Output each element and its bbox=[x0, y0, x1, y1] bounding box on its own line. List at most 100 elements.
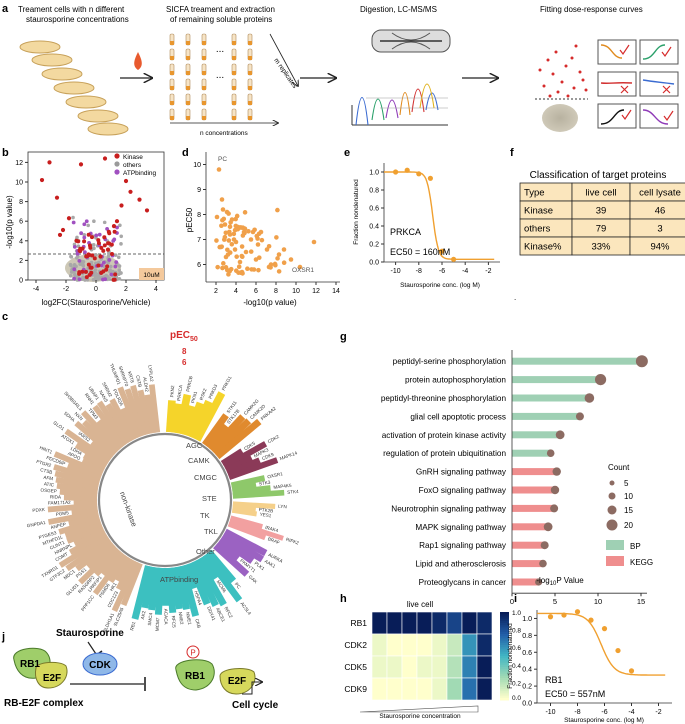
circ-label: PTGES3 bbox=[38, 530, 57, 540]
volcano-point-atp bbox=[82, 222, 87, 227]
volcano-point-kinase bbox=[112, 229, 117, 234]
circ-label: BRAF bbox=[267, 536, 280, 545]
circ-label: APOO bbox=[67, 451, 82, 461]
volcano-point-other bbox=[108, 264, 113, 269]
enrichment-xtick: 5 bbox=[553, 597, 557, 606]
circ-label: SNRNP70 bbox=[118, 365, 130, 387]
circ-bar bbox=[148, 384, 161, 433]
volcano-point-kinase bbox=[99, 245, 104, 250]
enrichment-dot bbox=[550, 485, 560, 495]
circ-label: PC bbox=[234, 582, 242, 591]
enrichment-dot bbox=[539, 559, 547, 568]
pec50-point bbox=[223, 254, 229, 260]
colorbar-step bbox=[500, 680, 509, 683]
pec50-ytick: 10 bbox=[193, 162, 201, 169]
pec50-point bbox=[255, 236, 260, 241]
volcano-point-kinase bbox=[105, 264, 110, 269]
dose-ytick: 0.8 bbox=[522, 633, 532, 640]
volcano-point-other bbox=[113, 253, 118, 257]
circ-label: ANPEP bbox=[50, 522, 66, 531]
volcano-point-other bbox=[117, 268, 122, 273]
circ-bar bbox=[81, 410, 121, 453]
colorbar-step bbox=[500, 689, 509, 692]
volcano-point-kinase bbox=[88, 245, 93, 250]
volcano-ytick: 8 bbox=[19, 199, 23, 206]
pec50-point bbox=[225, 267, 230, 273]
volcano-point-other bbox=[117, 272, 121, 276]
enrichment-bar bbox=[512, 431, 561, 439]
pec50-point bbox=[281, 247, 287, 252]
circ-bar bbox=[105, 403, 133, 444]
svg-text:20: 20 bbox=[624, 521, 633, 530]
table-text: 79 bbox=[596, 224, 607, 235]
heatmap-row-label: CDK2 bbox=[344, 640, 367, 650]
volcano-point-kinase bbox=[111, 224, 117, 229]
volcano-point-atp bbox=[97, 232, 102, 237]
colorbar-step bbox=[500, 653, 509, 657]
circ-label: PRKCA bbox=[176, 384, 183, 401]
circ-label: STK4 bbox=[287, 489, 299, 495]
volcano-xtick: 4 bbox=[154, 286, 158, 293]
volcano-point-other bbox=[81, 264, 86, 268]
enrichment-term: protein autophosphorylation bbox=[405, 376, 506, 385]
dose-ytick: 0.0 bbox=[369, 260, 379, 267]
volcano-point-kinase bbox=[99, 270, 104, 275]
volcano-point-kinase bbox=[109, 251, 114, 256]
enrichment-term: Rap1 signaling pathway bbox=[419, 541, 507, 550]
heatmap-cell bbox=[371, 655, 388, 679]
mini-volcano-point bbox=[556, 90, 560, 94]
circ-bar bbox=[199, 555, 219, 581]
circ-label: RFC5 bbox=[171, 616, 177, 629]
mini-volcano-point bbox=[542, 84, 546, 88]
step2-line1: SICFA treament and extraction bbox=[166, 5, 275, 14]
volcano-point-other bbox=[94, 271, 98, 276]
colorbar-step bbox=[500, 631, 509, 635]
pec50-point bbox=[243, 249, 249, 255]
circ-group-label: Other bbox=[196, 547, 215, 556]
enrichment-term: peptidyl-threonine phosphorylation bbox=[381, 394, 507, 403]
enrichment-xtick: 15 bbox=[637, 597, 645, 606]
circ-label: GAK bbox=[248, 574, 259, 585]
heatmap-cell bbox=[431, 677, 448, 701]
pec50-point bbox=[275, 256, 280, 261]
pec50-point bbox=[228, 220, 233, 225]
circ-label: RIDA bbox=[50, 494, 62, 499]
heatmap-cell bbox=[371, 677, 388, 701]
tube-liquid bbox=[248, 71, 252, 75]
circ-bar bbox=[74, 420, 116, 458]
pec50-point bbox=[248, 249, 254, 254]
mini-volcano-point bbox=[546, 58, 550, 62]
circ-label: ACACA bbox=[163, 609, 168, 626]
pec50-xtick: 2 bbox=[214, 288, 218, 295]
circ-label: GNPDA1 bbox=[26, 520, 46, 529]
rb1-phos-shape bbox=[175, 659, 215, 691]
circ-label: COMT bbox=[54, 551, 68, 562]
volcano-point-kinase bbox=[82, 239, 87, 244]
circ-bar bbox=[208, 414, 246, 453]
circ-label: PTK2B bbox=[259, 507, 274, 513]
volcano-point-kinase bbox=[113, 272, 118, 277]
heatmap-cell bbox=[401, 633, 418, 657]
tube-dots: ... bbox=[216, 44, 224, 55]
dose-xtick: -10 bbox=[391, 268, 401, 275]
volcano-point-kinase bbox=[96, 238, 101, 243]
table-text: 46 bbox=[655, 206, 666, 217]
volcano-point-atp bbox=[113, 264, 118, 269]
volcano-point-other bbox=[81, 259, 86, 264]
heatmap-cell bbox=[416, 655, 433, 679]
colorbar-step bbox=[500, 686, 509, 690]
volcano-point-other bbox=[119, 234, 124, 239]
circ-bar bbox=[202, 413, 229, 447]
volcano-ylabel: -log10(p value) bbox=[5, 195, 14, 249]
circ-label: IRAK4 bbox=[265, 525, 280, 533]
dose-point bbox=[439, 248, 445, 254]
circ-label: STK3 bbox=[259, 480, 272, 487]
heatmap-cell bbox=[431, 633, 448, 657]
table-text: 94% bbox=[650, 242, 670, 253]
colorbar-step bbox=[500, 673, 509, 677]
circ-bar bbox=[73, 499, 98, 506]
circ-label: AK2 bbox=[140, 610, 147, 620]
circ-label: SMC4 bbox=[147, 612, 154, 626]
volcano-point-kinase bbox=[114, 219, 120, 224]
tube-liquid bbox=[202, 116, 206, 120]
